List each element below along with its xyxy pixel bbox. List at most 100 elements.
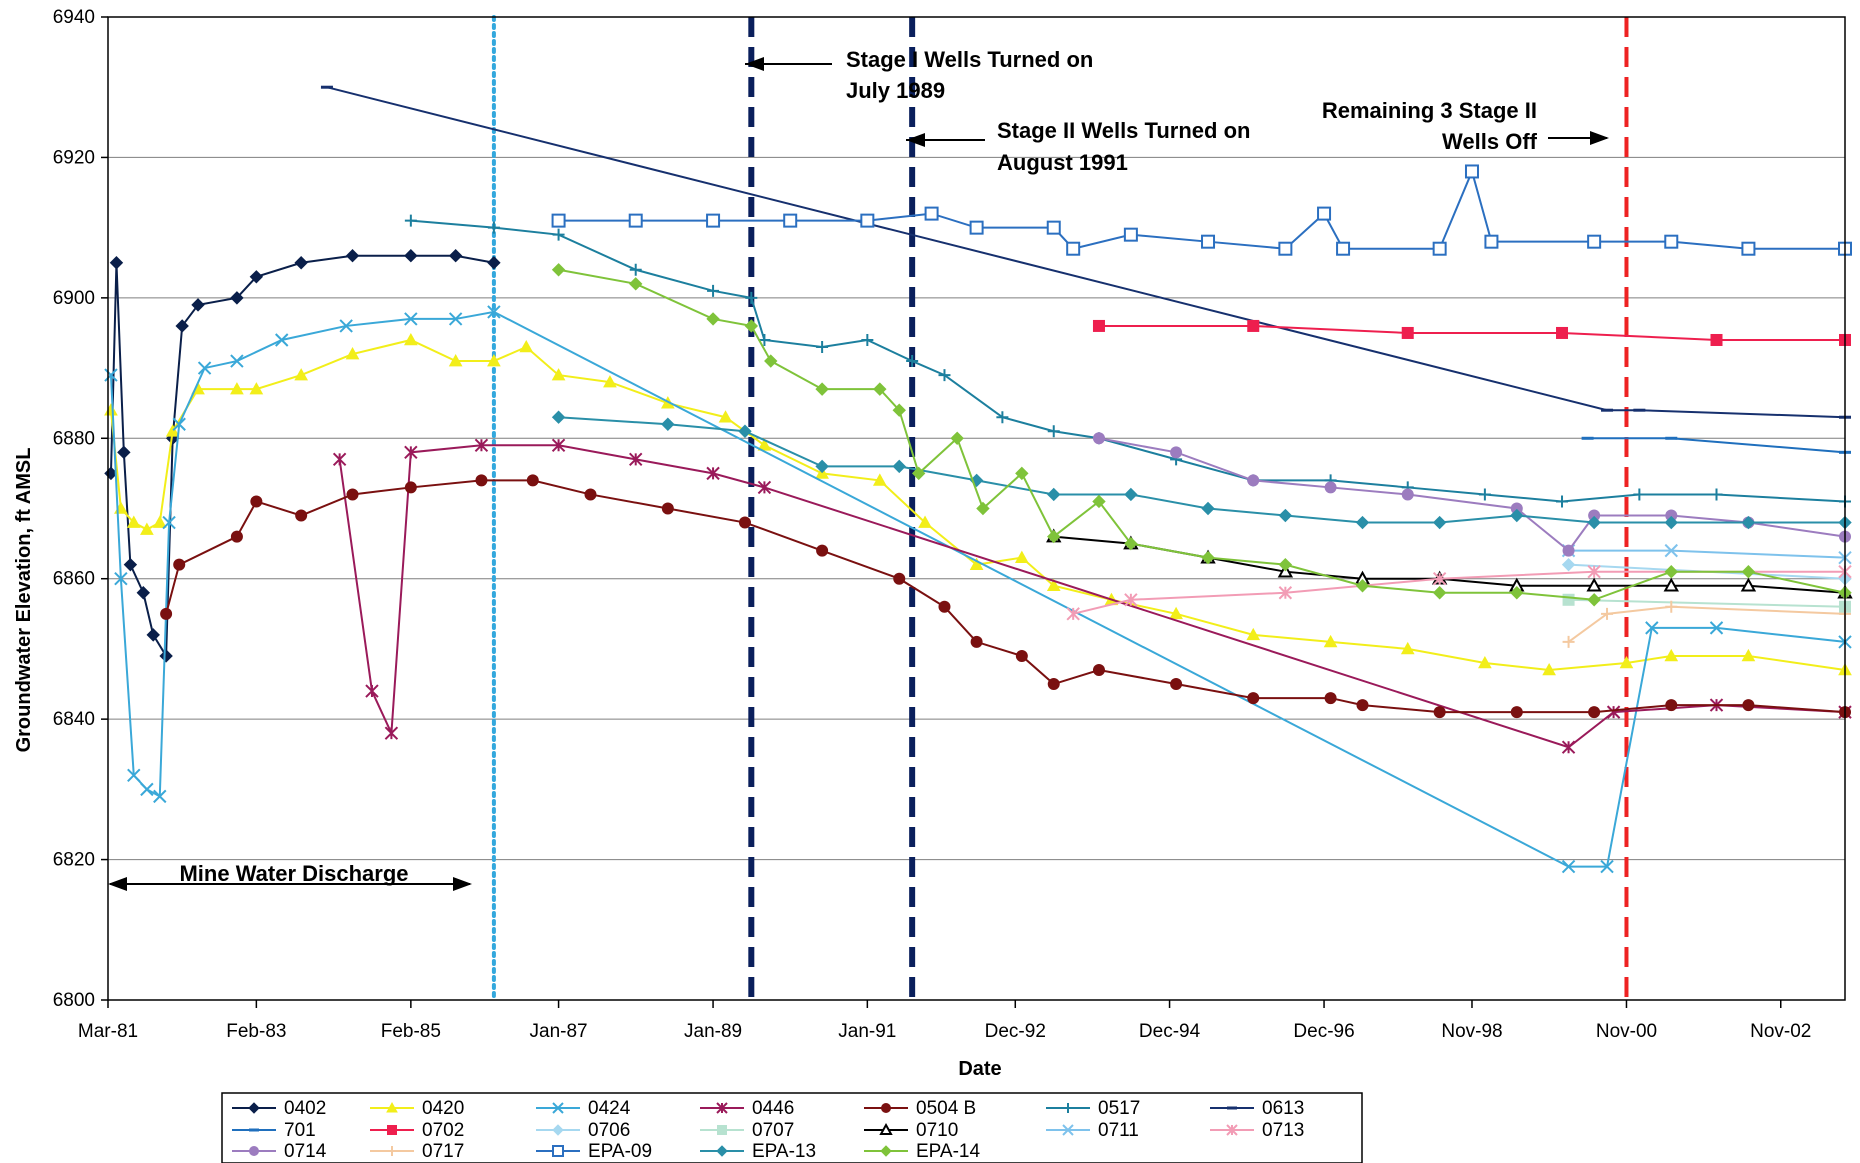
- x-tick-label: Nov-98: [1441, 1021, 1502, 1042]
- legend-label: 0424: [588, 1098, 631, 1119]
- legend-label: 0706: [588, 1120, 630, 1141]
- data-point: [1664, 564, 1678, 579]
- data-point: [1742, 699, 1755, 712]
- data-point: [861, 333, 874, 346]
- data-point: [873, 382, 887, 396]
- gridlines: [108, 16, 1845, 1001]
- event-lines: [491, 15, 1629, 1002]
- data-point: [1247, 692, 1260, 705]
- legend-item: EPA-09: [536, 1141, 652, 1162]
- data-point: [1356, 699, 1369, 712]
- data-point: [551, 213, 566, 228]
- data-point: [1246, 627, 1261, 641]
- legend-label: 0402: [284, 1098, 326, 1119]
- data-point: [140, 782, 154, 797]
- data-point: [165, 424, 180, 437]
- data-point: [1323, 634, 1338, 648]
- data-point: [551, 438, 566, 453]
- data-point: [386, 1101, 398, 1113]
- data-point: [1432, 586, 1447, 600]
- data-point: [924, 206, 939, 221]
- data-point: [1092, 319, 1105, 332]
- annotation-wells-off-line-2: Wells Off: [1442, 129, 1538, 154]
- data-point: [1663, 577, 1679, 592]
- data-point: [1556, 326, 1569, 339]
- data-point: [275, 333, 289, 347]
- data-point: [1562, 635, 1575, 648]
- data-point: [1645, 621, 1659, 635]
- data-point: [717, 1125, 727, 1135]
- data-point: [1665, 509, 1678, 522]
- data-point: [1123, 227, 1138, 242]
- data-point: [117, 445, 131, 460]
- data-point: [1201, 234, 1216, 249]
- legend-item: EPA-13: [700, 1141, 816, 1162]
- y-tick-label: 6800: [53, 990, 95, 1011]
- data-point: [1047, 425, 1060, 438]
- data-point: [230, 530, 243, 543]
- data-point: [584, 488, 597, 501]
- data-point: [126, 515, 141, 528]
- series-epa-09: [551, 164, 1852, 256]
- legend-label: 0717: [422, 1141, 464, 1162]
- series-epa-13: [551, 410, 1852, 530]
- legend-label: 0446: [752, 1098, 794, 1119]
- data-point: [487, 221, 500, 234]
- data-point: [603, 375, 617, 388]
- data-point: [1587, 593, 1601, 607]
- data-point: [160, 607, 173, 620]
- data-point: [173, 558, 186, 571]
- data-point: [404, 445, 418, 460]
- data-point: [191, 298, 205, 312]
- data-point: [661, 502, 674, 515]
- data-point: [1587, 515, 1601, 530]
- plot-area-frame: [107, 16, 1846, 1001]
- data-point: [1170, 678, 1183, 691]
- data-point: [1587, 564, 1601, 579]
- data-point: [744, 319, 759, 333]
- data-point: [1542, 662, 1556, 676]
- annotation-stage-2-line-2: August 1991: [997, 150, 1128, 175]
- data-point: [745, 291, 758, 304]
- legend-label: 701: [284, 1120, 316, 1141]
- data-point: [1124, 487, 1138, 502]
- x-tick-label: Dec-94: [1139, 1021, 1201, 1042]
- data-point: [1741, 564, 1756, 579]
- legend-item: 0517: [1046, 1098, 1140, 1119]
- data-point: [526, 474, 539, 487]
- data-point: [404, 312, 418, 326]
- data-point: [153, 789, 167, 804]
- data-point: [448, 249, 463, 263]
- data-point: [1510, 502, 1523, 515]
- legend-item: 0420: [370, 1098, 464, 1119]
- data-point: [1247, 474, 1260, 487]
- data-point: [938, 600, 951, 613]
- data-point: [1600, 859, 1614, 874]
- data-point: [387, 1125, 397, 1135]
- data-point: [404, 214, 417, 227]
- data-point: [1401, 326, 1414, 339]
- data-point: [707, 284, 720, 297]
- data-point: [880, 1145, 892, 1157]
- data-point: [1015, 466, 1029, 481]
- series-line: [326, 86, 1846, 419]
- data-point: [1432, 572, 1447, 586]
- data-point: [893, 572, 906, 585]
- data-series: [104, 85, 1853, 874]
- y-tick-label: 6820: [53, 850, 95, 871]
- data-point: [552, 1124, 564, 1136]
- x-tick-label: Dec-96: [1293, 1021, 1354, 1042]
- data-point: [1561, 859, 1576, 874]
- data-point: [551, 263, 566, 277]
- data-point: [815, 459, 829, 474]
- data-point: [815, 382, 829, 396]
- data-point: [1092, 663, 1105, 676]
- legend-label: 0711: [1098, 1120, 1139, 1141]
- legend-label: 0702: [422, 1120, 464, 1141]
- data-point: [950, 431, 964, 445]
- data-point: [1464, 164, 1479, 179]
- x-tick-label: Jan-89: [684, 1021, 742, 1042]
- y-axis-title: Groundwater Elevation, ft AMSL: [13, 448, 35, 753]
- data-point: [1561, 557, 1576, 572]
- y-tick-label: 6920: [53, 147, 95, 168]
